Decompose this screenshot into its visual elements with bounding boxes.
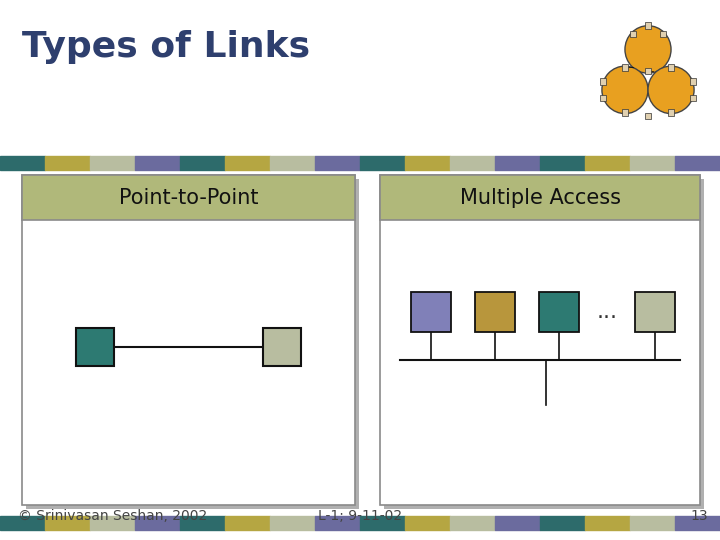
Bar bbox=[600, 95, 606, 102]
Bar bbox=[630, 516, 675, 530]
Bar bbox=[45, 156, 90, 170]
Bar bbox=[22, 175, 355, 505]
Circle shape bbox=[625, 26, 671, 73]
Bar bbox=[540, 516, 585, 530]
Bar bbox=[405, 516, 450, 530]
Bar bbox=[645, 113, 651, 119]
Bar bbox=[600, 78, 606, 85]
Bar bbox=[360, 516, 405, 530]
Bar bbox=[645, 23, 651, 29]
Bar bbox=[540, 156, 585, 170]
Bar bbox=[45, 516, 90, 530]
Bar bbox=[585, 516, 630, 530]
Bar bbox=[384, 179, 704, 509]
Bar bbox=[270, 516, 315, 530]
Bar bbox=[380, 175, 700, 220]
Bar bbox=[539, 292, 579, 332]
Bar bbox=[90, 516, 135, 530]
Circle shape bbox=[602, 66, 648, 113]
Bar bbox=[315, 156, 360, 170]
Bar bbox=[135, 516, 180, 530]
Bar bbox=[675, 516, 720, 530]
Bar bbox=[380, 175, 700, 505]
Bar bbox=[622, 109, 628, 116]
Bar bbox=[450, 156, 495, 170]
Bar bbox=[225, 516, 270, 530]
Text: Types of Links: Types of Links bbox=[22, 30, 310, 64]
Bar bbox=[450, 516, 495, 530]
Bar bbox=[690, 95, 696, 102]
Bar bbox=[495, 156, 540, 170]
Text: L-1; 9-11-02: L-1; 9-11-02 bbox=[318, 509, 402, 523]
Bar bbox=[630, 31, 636, 37]
Bar bbox=[668, 64, 674, 71]
Bar bbox=[263, 328, 301, 366]
Bar bbox=[690, 78, 696, 85]
Text: Point-to-Point: Point-to-Point bbox=[119, 187, 258, 207]
Bar bbox=[315, 516, 360, 530]
Bar bbox=[622, 64, 628, 71]
Bar bbox=[585, 156, 630, 170]
Bar bbox=[225, 156, 270, 170]
Bar bbox=[90, 156, 135, 170]
Bar bbox=[180, 156, 225, 170]
Bar bbox=[26, 179, 359, 509]
Text: Multiple Access: Multiple Access bbox=[459, 187, 621, 207]
Bar bbox=[495, 516, 540, 530]
Bar bbox=[0, 156, 45, 170]
Bar bbox=[668, 109, 674, 116]
Circle shape bbox=[648, 66, 694, 113]
Bar bbox=[411, 292, 451, 332]
Bar bbox=[635, 292, 675, 332]
Bar bbox=[0, 516, 45, 530]
Bar bbox=[76, 328, 114, 366]
Bar bbox=[645, 68, 651, 74]
Bar bbox=[475, 292, 516, 332]
Bar bbox=[180, 516, 225, 530]
Text: 13: 13 bbox=[690, 509, 708, 523]
Bar bbox=[270, 156, 315, 170]
Bar bbox=[135, 156, 180, 170]
Bar bbox=[675, 156, 720, 170]
Text: © Srinivasan Seshan, 2002: © Srinivasan Seshan, 2002 bbox=[18, 509, 207, 523]
Text: ...: ... bbox=[597, 302, 618, 322]
Bar bbox=[630, 156, 675, 170]
Bar bbox=[660, 31, 666, 37]
Bar bbox=[405, 156, 450, 170]
Bar bbox=[22, 175, 355, 220]
Bar bbox=[360, 156, 405, 170]
